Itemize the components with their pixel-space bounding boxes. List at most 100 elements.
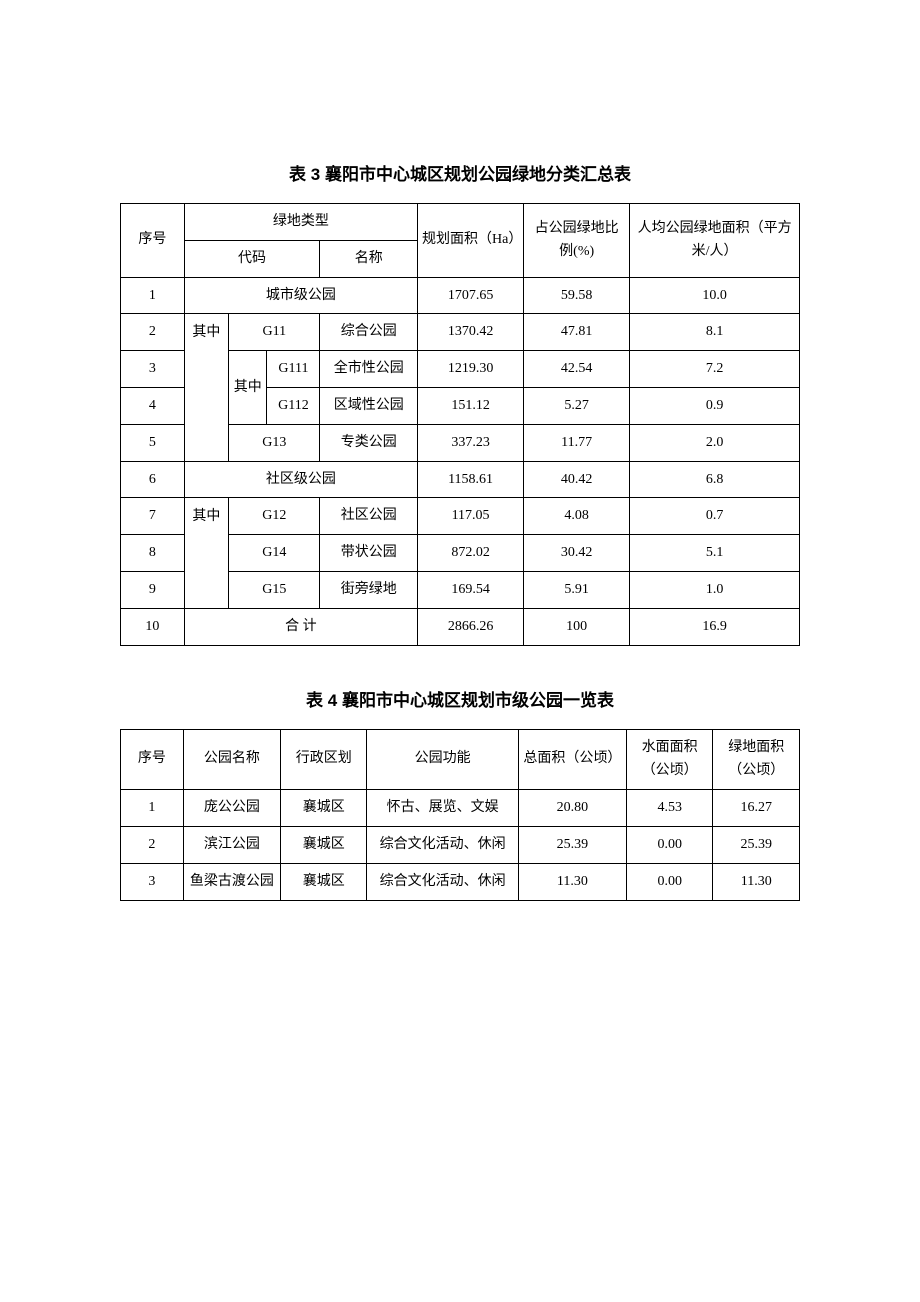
- table-row: 1 城市级公园 1707.65 59.58 10.0: [121, 277, 800, 314]
- cell-area: 872.02: [418, 535, 524, 572]
- cell-idx: 3: [121, 351, 185, 388]
- cell-idx: 3: [121, 863, 184, 900]
- cell-ratio: 5.91: [524, 571, 630, 608]
- table-row: 10 合 计 2866.26 100 16.9: [121, 608, 800, 645]
- cell-idx: 8: [121, 535, 185, 572]
- cell-area: 1707.65: [418, 277, 524, 314]
- cell-idx: 1: [121, 277, 185, 314]
- cell-ratio: 5.27: [524, 387, 630, 424]
- cell-area: 337.23: [418, 424, 524, 461]
- cell-idx: 10: [121, 608, 185, 645]
- th-ratio: 占公园绿地比例(%): [524, 204, 630, 278]
- cell-percap: 0.7: [630, 498, 800, 535]
- cell-percap: 16.9: [630, 608, 800, 645]
- th4-func: 公园功能: [367, 729, 518, 790]
- cell-ratio: 42.54: [524, 351, 630, 388]
- table4-title: 表 4 襄阳市中心城区规划市级公园一览表: [120, 686, 800, 711]
- cell-percap: 1.0: [630, 571, 800, 608]
- cell-area: 169.54: [418, 571, 524, 608]
- table-row: 2 滨江公园 襄城区 综合文化活动、休闲 25.39 0.00 25.39: [121, 826, 800, 863]
- cell-name: 庞公公园: [183, 790, 280, 827]
- th4-name: 公园名称: [183, 729, 280, 790]
- cell-section: 合 计: [184, 608, 417, 645]
- th-percap: 人均公园绿地面积（平方米/人）: [630, 204, 800, 278]
- table3: 序号 绿地类型 规划面积（Ha） 占公园绿地比例(%) 人均公园绿地面积（平方米…: [120, 203, 800, 646]
- cell-name: 全市性公园: [320, 351, 418, 388]
- cell-code: G14: [229, 535, 320, 572]
- cell-total: 20.80: [518, 790, 626, 827]
- cell-func: 怀古、展览、文娱: [367, 790, 518, 827]
- cell-section: 社区级公园: [184, 461, 417, 498]
- cell-ratio: 59.58: [524, 277, 630, 314]
- cell-ratio: 47.81: [524, 314, 630, 351]
- cell-green: 11.30: [713, 863, 800, 900]
- th-type: 绿地类型: [184, 204, 417, 241]
- th4-total: 总面积（公顷）: [518, 729, 626, 790]
- cell-area: 151.12: [418, 387, 524, 424]
- cell-ratio: 4.08: [524, 498, 630, 535]
- cell-ratio: 100: [524, 608, 630, 645]
- cell-code: G111: [267, 351, 320, 388]
- th4-seq: 序号: [121, 729, 184, 790]
- table-row: 7 其中 G12 社区公园 117.05 4.08 0.7: [121, 498, 800, 535]
- table3-title: 表 3 襄阳市中心城区规划公园绿地分类汇总表: [120, 160, 800, 185]
- cell-area: 1219.30: [418, 351, 524, 388]
- th-name: 名称: [320, 240, 418, 277]
- table4: 序号 公园名称 行政区划 公园功能 总面积（公顷） 水面面积（公顷） 绿地面积（…: [120, 729, 800, 901]
- cell-idx: 2: [121, 314, 185, 351]
- cell-ratio: 30.42: [524, 535, 630, 572]
- cell-name: 滨江公园: [183, 826, 280, 863]
- cell-district: 襄城区: [281, 826, 367, 863]
- cell-sub-empty: [184, 571, 229, 608]
- table-row: 4 G112 区域性公园 151.12 5.27 0.9: [121, 387, 800, 424]
- cell-area: 117.05: [418, 498, 524, 535]
- th4-water: 水面面积（公顷）: [626, 729, 712, 790]
- cell-code: G12: [229, 498, 320, 535]
- cell-func: 综合文化活动、休闲: [367, 826, 518, 863]
- cell-name: 带状公园: [320, 535, 418, 572]
- table3-header-row: 序号 绿地类型 规划面积（Ha） 占公园绿地比例(%) 人均公园绿地面积（平方米…: [121, 204, 800, 241]
- cell-percap: 0.9: [630, 387, 800, 424]
- th4-district: 行政区划: [281, 729, 367, 790]
- table-row: 6 社区级公园 1158.61 40.42 6.8: [121, 461, 800, 498]
- table-row: 5 G13 专类公园 337.23 11.77 2.0: [121, 424, 800, 461]
- cell-percap: 2.0: [630, 424, 800, 461]
- cell-name: 社区公园: [320, 498, 418, 535]
- cell-sub2: 其中: [229, 351, 267, 425]
- cell-name: 专类公园: [320, 424, 418, 461]
- cell-sub-empty: [184, 351, 229, 388]
- table-row: 2 其中 G11 综合公园 1370.42 47.81 8.1: [121, 314, 800, 351]
- cell-idx: 5: [121, 424, 185, 461]
- cell-district: 襄城区: [281, 863, 367, 900]
- th4-green: 绿地面积（公顷）: [713, 729, 800, 790]
- cell-code: G11: [229, 314, 320, 351]
- cell-name: 区域性公园: [320, 387, 418, 424]
- cell-code: G15: [229, 571, 320, 608]
- cell-sub-empty: [184, 424, 229, 461]
- th-area: 规划面积（Ha）: [418, 204, 524, 278]
- cell-sub-empty: [184, 387, 229, 424]
- cell-name: 街旁绿地: [320, 571, 418, 608]
- cell-water: 4.53: [626, 790, 712, 827]
- cell-ratio: 40.42: [524, 461, 630, 498]
- cell-name: 鱼梁古渡公园: [183, 863, 280, 900]
- cell-district: 襄城区: [281, 790, 367, 827]
- cell-total: 11.30: [518, 863, 626, 900]
- table-row: 9 G15 街旁绿地 169.54 5.91 1.0: [121, 571, 800, 608]
- cell-percap: 10.0: [630, 277, 800, 314]
- cell-func: 综合文化活动、休闲: [367, 863, 518, 900]
- cell-green: 25.39: [713, 826, 800, 863]
- cell-code: G112: [267, 387, 320, 424]
- cell-ratio: 11.77: [524, 424, 630, 461]
- cell-sub-empty: [184, 535, 229, 572]
- cell-code: G13: [229, 424, 320, 461]
- th-code: 代码: [184, 240, 320, 277]
- cell-percap: 8.1: [630, 314, 800, 351]
- cell-area: 2866.26: [418, 608, 524, 645]
- cell-idx: 1: [121, 790, 184, 827]
- cell-name: 综合公园: [320, 314, 418, 351]
- cell-idx: 6: [121, 461, 185, 498]
- table-row: 3 其中 G111 全市性公园 1219.30 42.54 7.2: [121, 351, 800, 388]
- cell-idx: 9: [121, 571, 185, 608]
- th-seq: 序号: [121, 204, 185, 278]
